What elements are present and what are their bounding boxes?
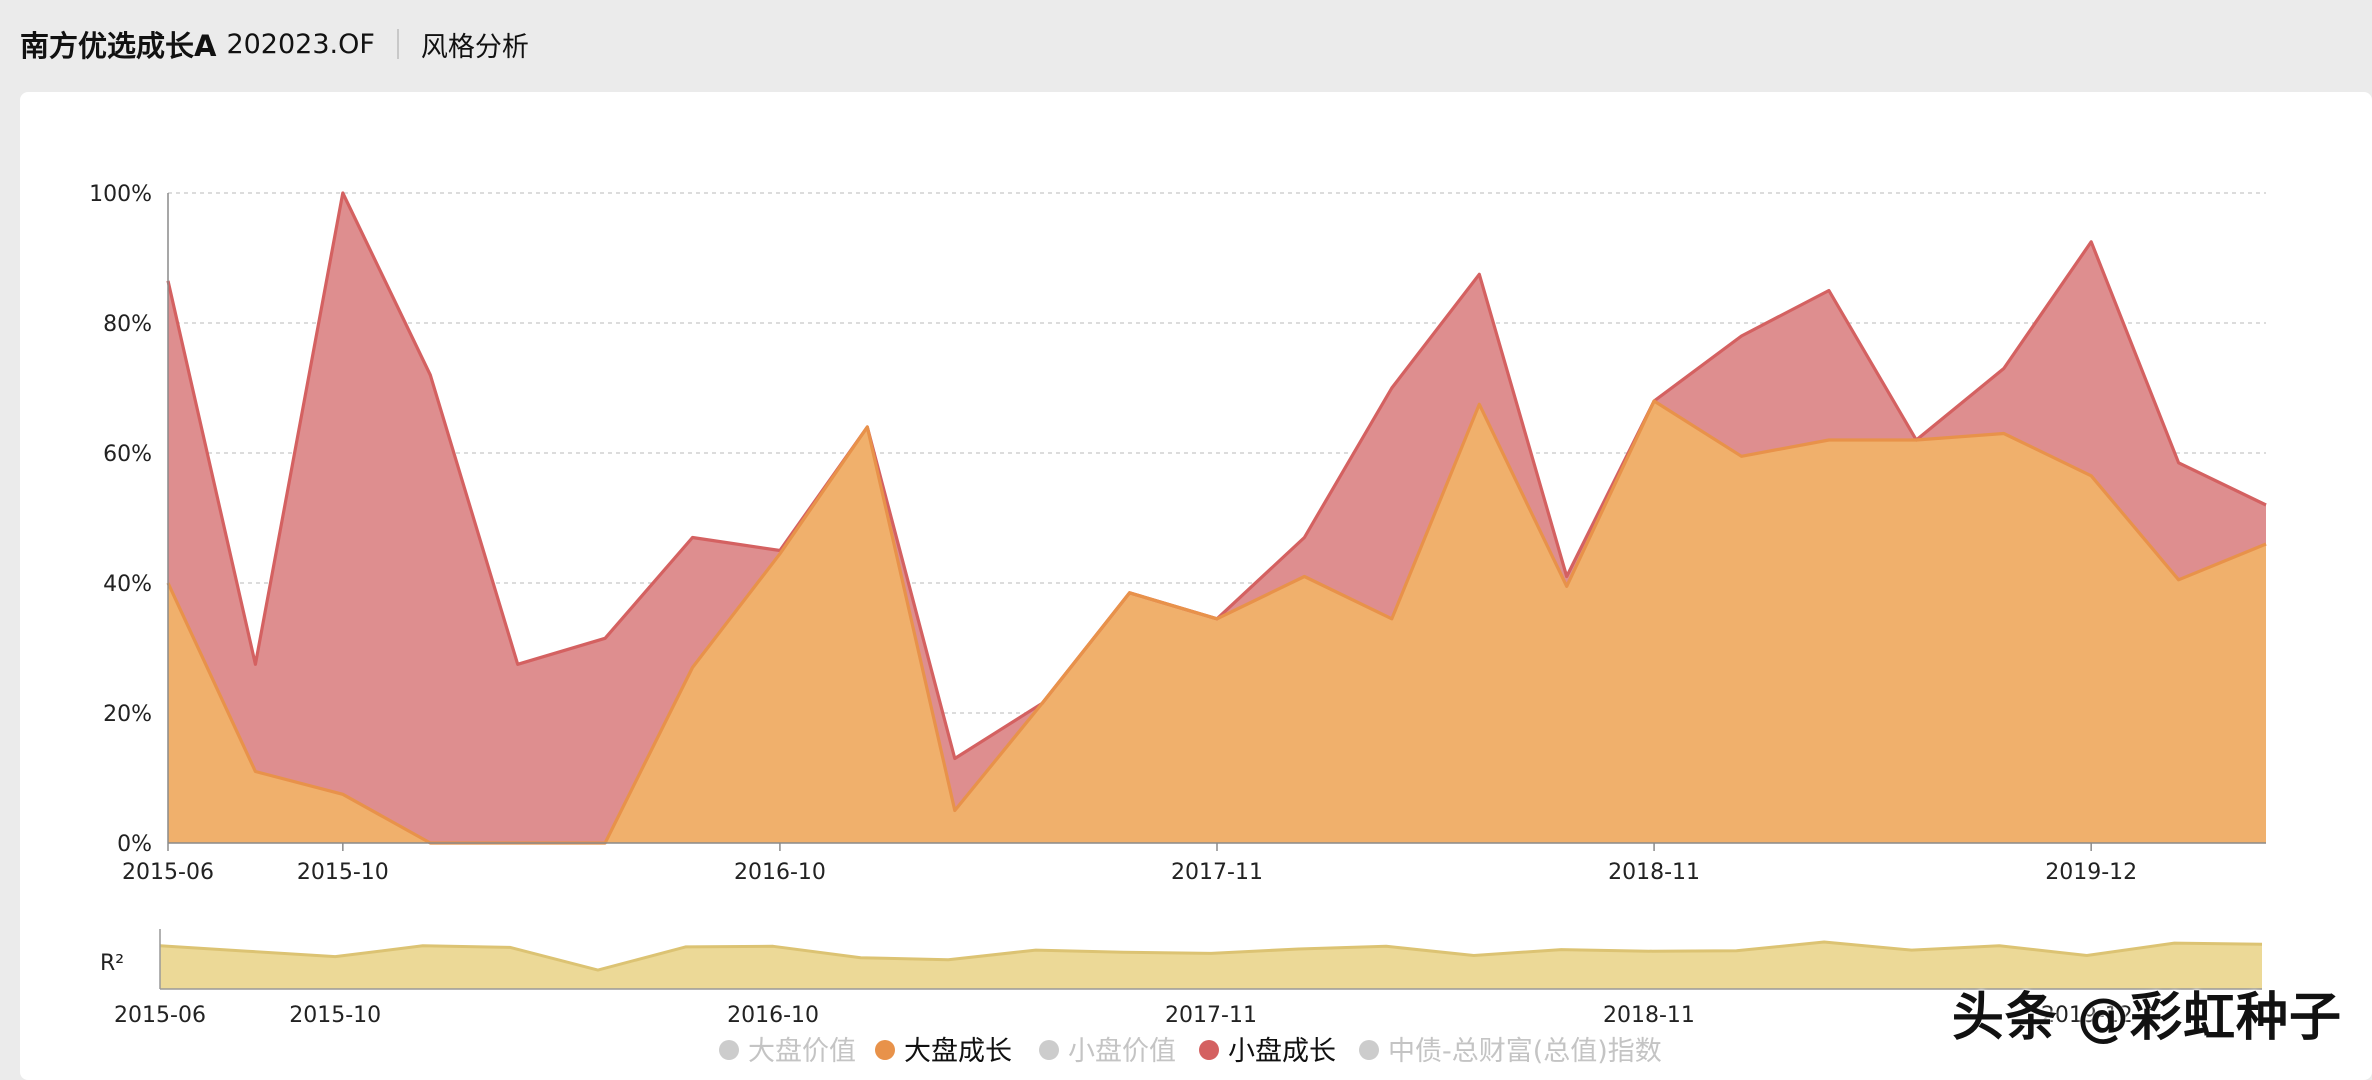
- watermark: 头条 @彩虹种子: [1951, 988, 2342, 1048]
- legend-label: 小盘价值: [1068, 1036, 1176, 1067]
- fund-name: 南方优选成长A: [20, 29, 217, 63]
- y-tick-label: 40%: [103, 572, 152, 597]
- legend-label: 中债-总财富(总值)指数: [1388, 1036, 1662, 1067]
- r2-x-tick-label: 2017-11: [1165, 1003, 1257, 1028]
- x-tick-label: 2017-11: [1171, 860, 1263, 885]
- legend-item[interactable]: 大盘价值: [719, 1036, 856, 1067]
- legend-label: 大盘价值: [748, 1036, 856, 1067]
- legend-marker: [1359, 1040, 1379, 1060]
- legend-item[interactable]: 大盘成长: [875, 1036, 1012, 1067]
- header-divider: [396, 29, 399, 59]
- legend-item[interactable]: 小盘价值: [1039, 1036, 1176, 1067]
- legend-item[interactable]: 小盘成长: [1199, 1036, 1336, 1067]
- main-axes: 2015-06 2015-10 2016-10 2017-11 2018-11 2019-…: [122, 193, 2266, 885]
- r2-x-tick-label: 2015-06: [114, 1003, 206, 1028]
- y-tick-label: 60%: [103, 442, 152, 467]
- r2-x-tick-label: 2019-12: [2041, 1003, 2133, 1028]
- area-small-growth: [168, 193, 2266, 843]
- x-tick-label: 2015-06: [122, 860, 214, 885]
- r2-chart: R² 2015-06 2015-10 2016-10 2017-11 2018-11 201…: [100, 929, 2263, 1028]
- area-large-growth: [168, 401, 2266, 843]
- r2-axis-label: R²: [100, 951, 124, 976]
- tab-style-analysis[interactable]: 风格分析: [420, 31, 529, 63]
- stacked-areas: [166, 191, 2267, 845]
- r2-x-tick-label: 2015-10: [289, 1003, 381, 1028]
- legend-marker: [1039, 1040, 1059, 1060]
- y-tick-label: 100%: [89, 182, 152, 207]
- r2-line: [159, 940, 2263, 972]
- x-tick-label: 2019-12: [2045, 860, 2137, 885]
- y-tick-label: 80%: [103, 312, 152, 337]
- legend-marker: [719, 1040, 739, 1060]
- legend-marker: [875, 1040, 895, 1060]
- x-tick-label: 2018-11: [1608, 860, 1700, 885]
- page-header: 南方优选成长A 202023.OF 风格分析: [0, 0, 2372, 88]
- legend-label: 小盘成长: [1228, 1036, 1336, 1067]
- legend-label: 大盘成长: [904, 1036, 1012, 1067]
- legend: 大盘价值 大盘成长 小盘价值 小盘成长 中债-总财富(总值)指数: [719, 1036, 1662, 1067]
- fund-code: 202023.OF: [226, 28, 375, 60]
- legend-marker: [1199, 1040, 1219, 1060]
- r2-x-tick-label: 2018-11: [1603, 1003, 1695, 1028]
- x-tick-label: 2016-10: [734, 860, 826, 885]
- r2-area: [160, 942, 2262, 989]
- y-tick-label: 20%: [103, 702, 152, 727]
- x-tick-label: 2015-10: [297, 860, 389, 885]
- y-tick-label: 0%: [117, 832, 152, 857]
- legend-item[interactable]: 中债-总财富(总值)指数: [1359, 1036, 1662, 1067]
- r2-x-tick-label: 2016-10: [727, 1003, 819, 1028]
